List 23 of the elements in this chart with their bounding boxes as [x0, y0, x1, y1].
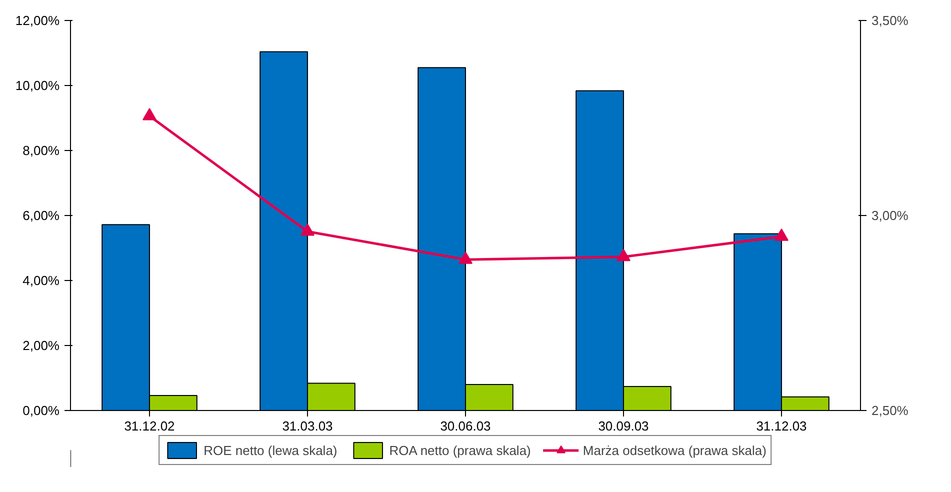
y-tick-label: 10,00% [15, 78, 60, 93]
y2-tick-label: 3,50% [872, 13, 909, 28]
y-tick-label: 2,00% [22, 338, 60, 353]
x-tick-label: 31.12.02 [124, 418, 175, 434]
point [300, 223, 314, 236]
y2-tick-label: 2,50% [872, 403, 909, 418]
point [142, 108, 156, 120]
x-tick-label: 31.12.03 [756, 418, 807, 434]
legend-label: Marża odsetkowa (prawa skala) [582, 442, 766, 458]
x-tick-label: 30.09.03 [598, 418, 649, 434]
y-tick-label: 12,00% [15, 13, 60, 28]
legend-label: ROE netto (lewa skala) [204, 442, 338, 458]
legend-label: ROA netto (prawa skala) [389, 442, 531, 458]
x-tick-label: 31.03.03 [282, 418, 333, 434]
y-tick-label: 4,00% [22, 273, 60, 288]
y2-tick-label: 3,00% [872, 208, 909, 223]
x-tick-label: 30.06.03 [440, 418, 491, 434]
y-tick-label: 0,00% [22, 403, 60, 418]
point [774, 228, 788, 241]
point [616, 248, 630, 262]
y-tick-label: 6,00% [22, 208, 60, 223]
y-tick-label: 8,00% [22, 143, 60, 158]
point [458, 252, 472, 264]
